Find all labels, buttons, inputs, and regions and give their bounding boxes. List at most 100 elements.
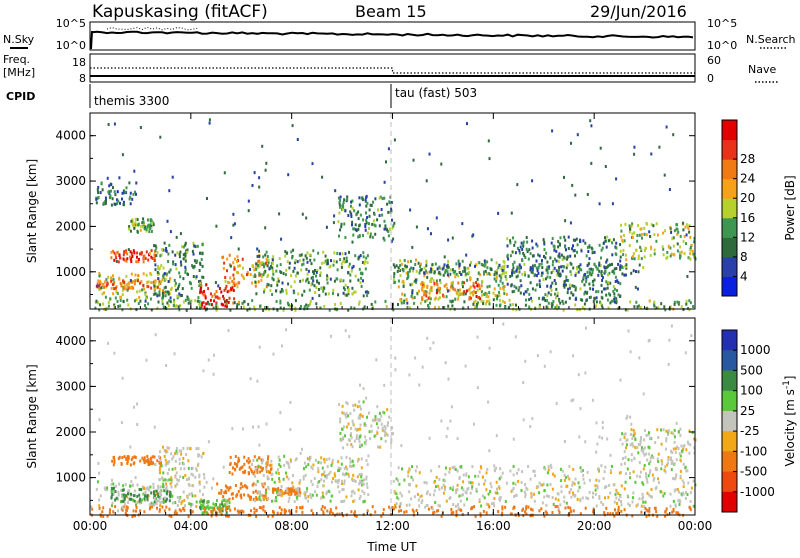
nsky-tick-top: 10^5: [56, 17, 86, 30]
velocity-cell: [487, 400, 490, 404]
power-cell: [590, 161, 593, 165]
velocity-cell: [667, 458, 670, 462]
velocity-cell: [289, 490, 292, 494]
velocity-cell: [598, 479, 601, 483]
cpid-segment-1: themis 3300: [94, 94, 169, 108]
colorbar-tick-label: -1000: [740, 485, 775, 499]
power-cell: [617, 262, 620, 266]
velocity-cell: [401, 467, 403, 471]
power-cell: [122, 189, 125, 193]
power-cell: [222, 297, 225, 301]
power-cell: [567, 235, 570, 239]
power-cell: [153, 244, 156, 248]
nsearch-label: N.Search: [746, 33, 796, 46]
velocity-cell: [184, 474, 187, 477]
power-cell: [558, 242, 561, 246]
power-cell: [334, 189, 337, 193]
power-cell: [200, 305, 203, 308]
power-cell: [604, 270, 607, 274]
y-tick-label: 3000: [55, 174, 86, 188]
power-cell: [596, 267, 599, 271]
velocity-cell: [112, 510, 115, 514]
velocity-cell: [138, 488, 141, 491]
velocity-cell: [408, 503, 411, 507]
power-cell: [264, 226, 267, 230]
power-cell: [405, 265, 408, 269]
velocity-cell: [330, 464, 333, 467]
velocity-cell: [293, 500, 296, 504]
power-cell: [301, 293, 304, 297]
velocity-cell: [322, 484, 324, 488]
power-cell: [263, 265, 265, 269]
velocity-cell: [266, 475, 269, 479]
power-cell: [525, 247, 528, 251]
power-cell: [418, 289, 420, 293]
velocity-cell: [620, 471, 622, 474]
velocity-cell: [529, 425, 532, 429]
power-cell: [483, 264, 486, 268]
velocity-cell: [592, 507, 595, 511]
power-cell: [504, 275, 507, 279]
velocity-cell: [241, 465, 244, 469]
power-cell: [169, 300, 172, 304]
power-scatter: [94, 118, 697, 312]
power-cell: [684, 225, 687, 229]
velocity-cell: [624, 432, 627, 436]
power-cell: [232, 261, 235, 265]
velocity-cell: [320, 461, 323, 465]
velocity-cell: [360, 481, 362, 485]
power-cell: [425, 269, 427, 273]
power-cell: [238, 300, 240, 304]
power-cell: [144, 299, 147, 303]
velocity-cell: [655, 485, 658, 489]
velocity-cell: [477, 474, 480, 478]
velocity-cell: [151, 462, 154, 466]
velocity-cell: [625, 472, 627, 476]
colorbar-tick-label: 500: [740, 363, 763, 377]
power-cell: [144, 225, 147, 229]
power-cell: [605, 280, 608, 284]
power-cell: [430, 270, 433, 274]
velocity-cell: [160, 464, 163, 468]
velocity-cell: [275, 499, 278, 503]
velocity-cell: [689, 443, 692, 447]
velocity-cell: [228, 501, 231, 505]
power-cell: [430, 286, 433, 290]
power-cell: [437, 305, 440, 309]
velocity-cell: [320, 496, 323, 500]
velocity-cell: [561, 469, 564, 473]
power-cell: [501, 299, 504, 303]
power-cell: [649, 234, 651, 238]
velocity-cell: [522, 381, 525, 385]
power-cell: [255, 262, 258, 266]
velocity-cell: [158, 508, 161, 512]
velocity-cell: [679, 454, 682, 458]
power-cell: [368, 208, 371, 212]
power-cell: [305, 216, 308, 220]
power-cell: [410, 266, 413, 270]
power-cell: [408, 268, 411, 272]
velocity-cell: [540, 507, 543, 511]
power-cell: [556, 273, 559, 277]
velocity-cell: [143, 510, 146, 514]
power-cell: [558, 255, 561, 259]
velocity-cell: [602, 503, 605, 506]
power-cell: [165, 249, 168, 253]
power-cell: [420, 282, 423, 286]
power-cell: [653, 233, 656, 237]
velocity-cell: [231, 492, 234, 496]
power-cell: [586, 275, 589, 279]
velocity-cell: [458, 508, 461, 512]
velocity-cell: [156, 499, 158, 503]
velocity-cell: [203, 485, 206, 489]
power-cell: [406, 305, 409, 309]
velocity-cell: [310, 479, 313, 483]
power-cell: [428, 291, 431, 295]
power-cell: [319, 271, 322, 275]
power-cell: [306, 277, 309, 281]
velocity-cell: [574, 477, 577, 481]
velocity-cell: [279, 488, 282, 492]
velocity-cell: [457, 506, 460, 510]
power-cell: [162, 266, 165, 270]
power-cell: [511, 271, 513, 275]
